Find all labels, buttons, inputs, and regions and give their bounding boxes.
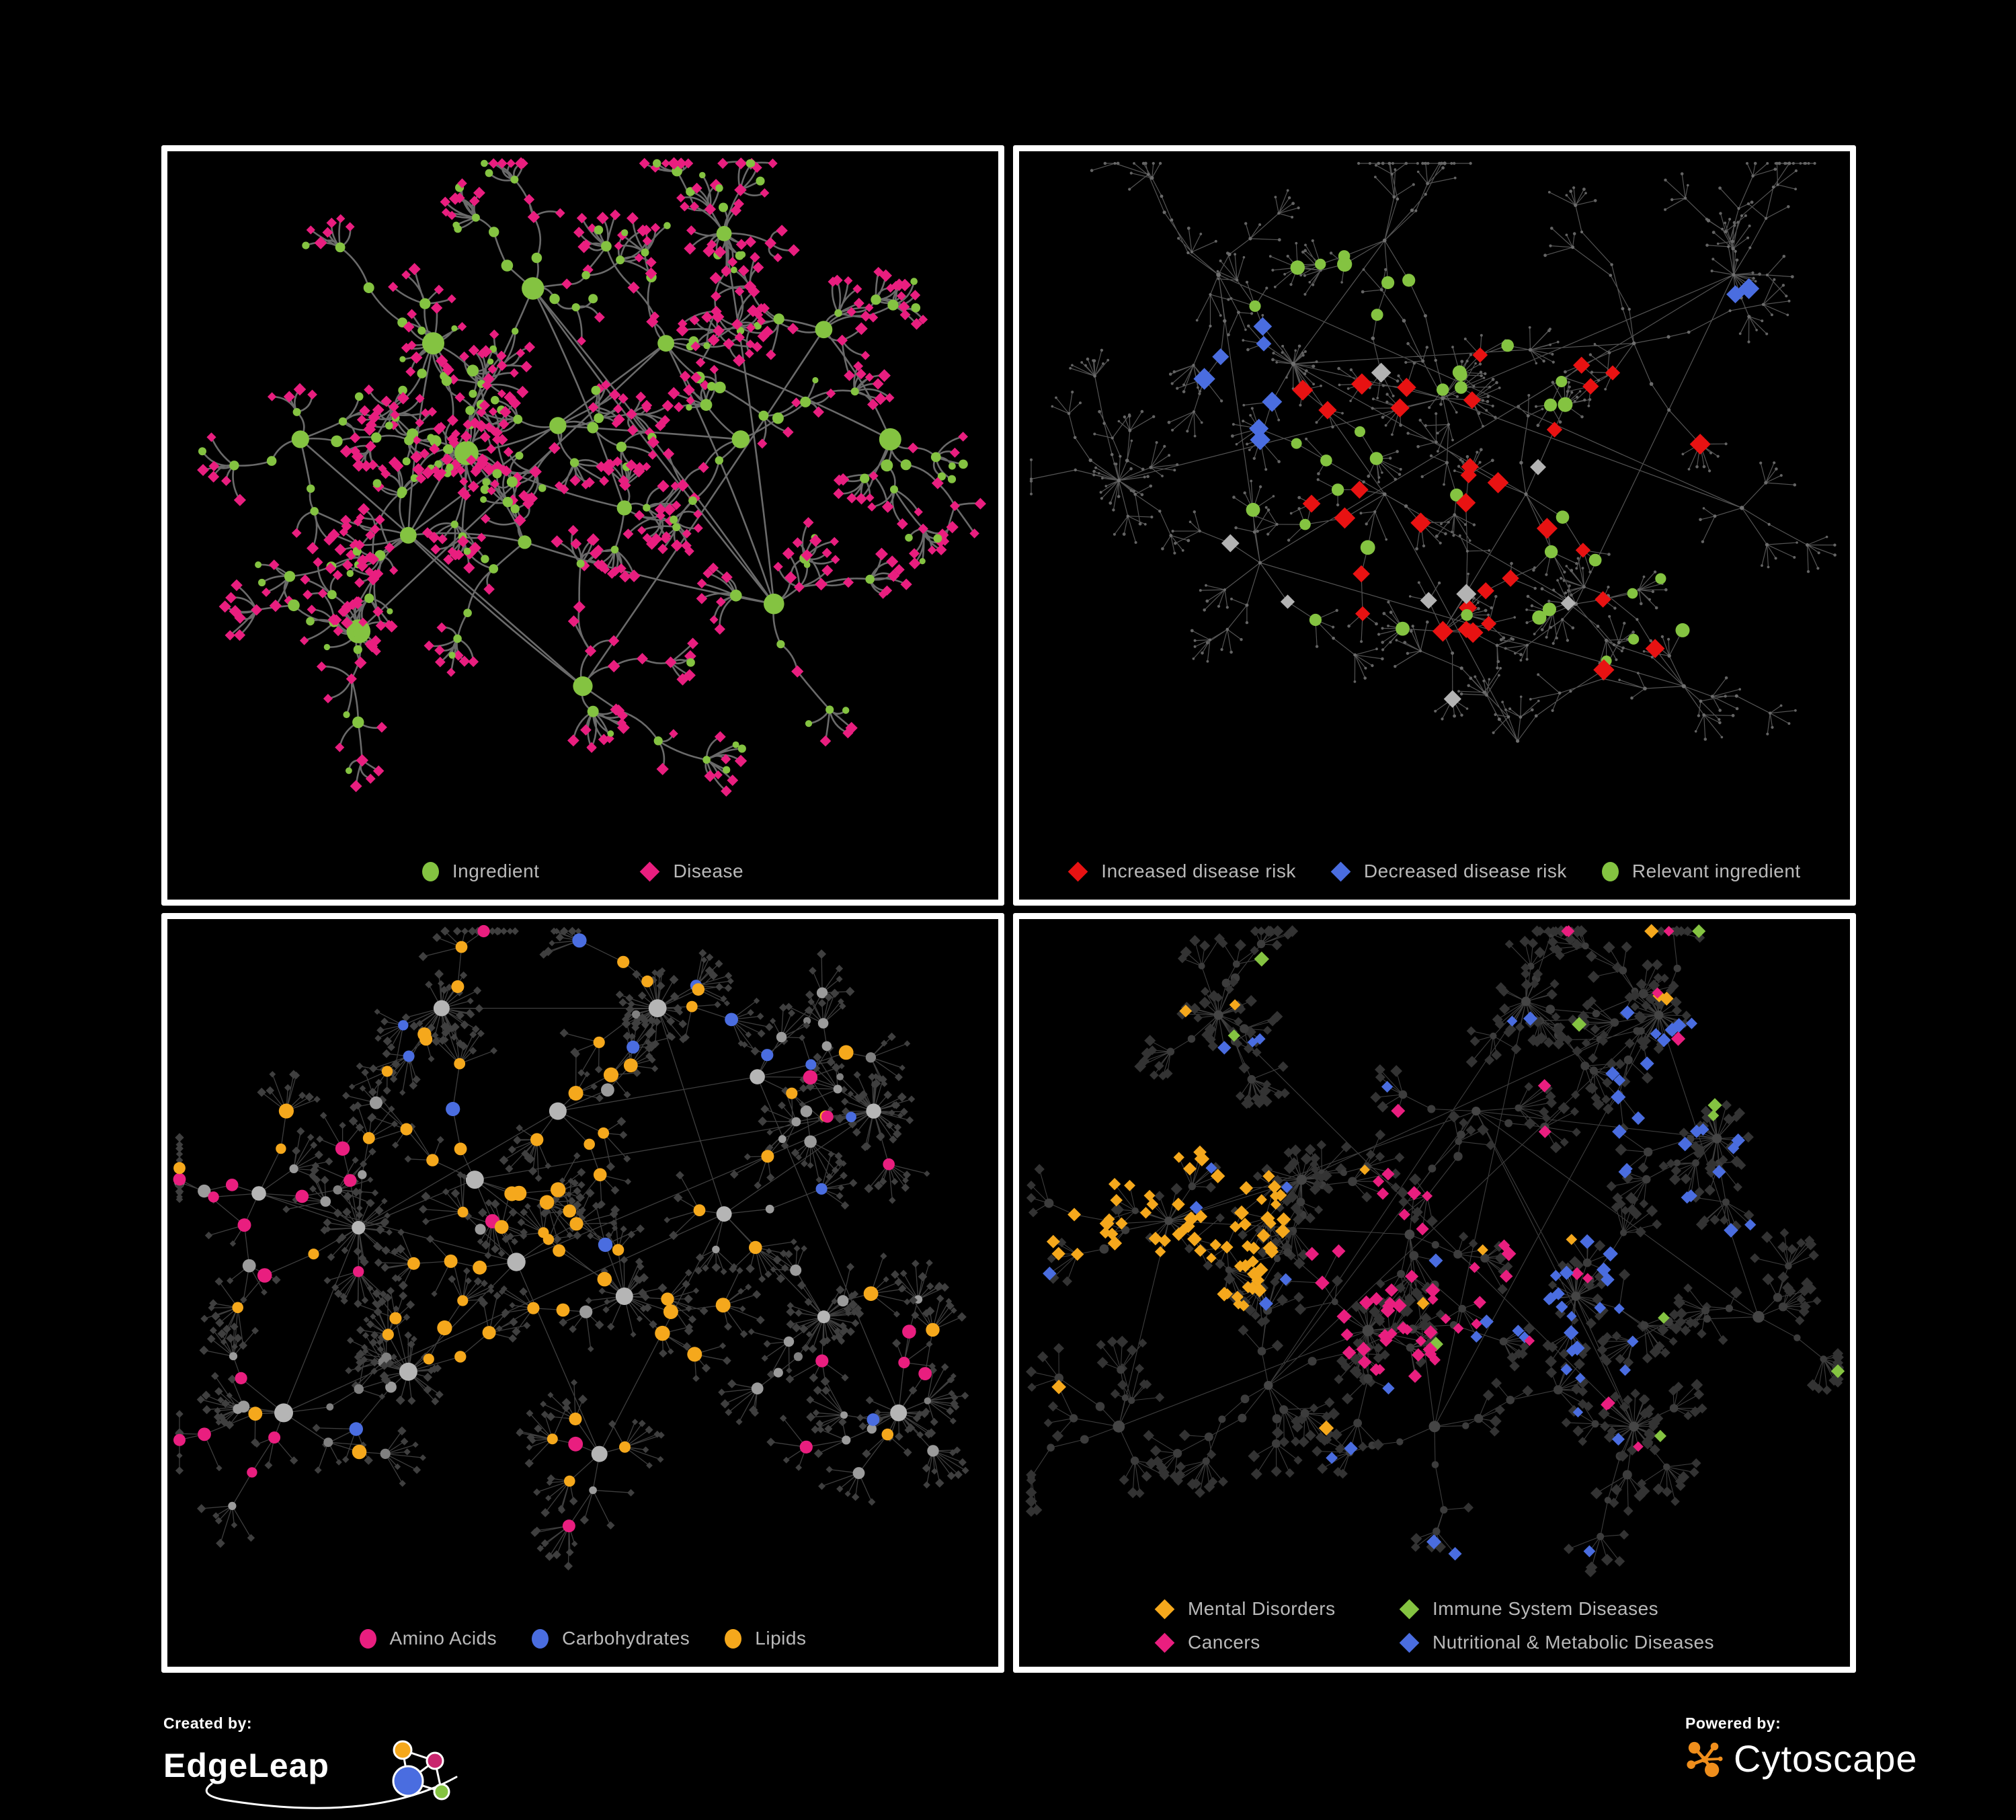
panel-disease-risk: Increased disease risk Decreased disease … — [1013, 145, 1856, 906]
edgeleap-logo: EdgeLeap — [163, 1735, 499, 1811]
edgeleap-network-icon — [205, 1740, 458, 1809]
network-nodes — [174, 926, 969, 1571]
legend-item-carbohydrates: Carbohydrates — [532, 1628, 690, 1649]
network-edges — [179, 931, 966, 1567]
legend-item-mental-disorders: Mental Disorders — [1154, 1598, 1392, 1620]
legend-label: Ingredient — [452, 861, 540, 881]
diamond-glyph-icon — [1154, 1632, 1175, 1653]
legend-item-relevant-ingredient: Relevant ingredient — [1601, 861, 1801, 882]
network-graph — [1025, 924, 1845, 1577]
cytoscape-logo-icon — [1687, 1741, 1723, 1777]
circle-glyph-icon — [1601, 861, 1619, 881]
legend-item-immune-system-diseases: Immune System Diseases — [1399, 1598, 1714, 1620]
diamond-glyph-icon — [640, 861, 660, 881]
legend-item-amino-acids: Amino Acids — [359, 1628, 497, 1649]
network-nodes — [197, 157, 986, 797]
legend-label: Lipids — [755, 1628, 807, 1649]
legend-label: Decreased disease risk — [1363, 861, 1567, 881]
legend-item-cancers: Cancers — [1154, 1632, 1392, 1653]
edgeleap-wordmark: EdgeLeap — [163, 1747, 329, 1784]
powered-by-label: Powered by: — [1685, 1714, 1781, 1732]
circle-glyph-icon — [359, 1628, 376, 1649]
legend-item-ingredient: Ingredient — [421, 861, 540, 882]
network-edges — [1031, 163, 1836, 742]
diamond-glyph-icon — [1399, 1632, 1420, 1653]
panel-grid: Ingredient Disease Increased disease risk… — [161, 145, 1856, 1673]
legend-label: Mental Disorders — [1187, 1598, 1336, 1619]
network-nodes — [1025, 925, 1844, 1577]
cytoscape-wordmark: Cytoscape — [1734, 1737, 1918, 1780]
network-graph — [197, 157, 986, 797]
network-highlight-nodes — [173, 924, 940, 1533]
network-graph — [173, 924, 969, 1571]
legend-label: Immune System Diseases — [1432, 1598, 1659, 1619]
legend-item-disease: Disease — [640, 861, 743, 882]
legend: Mental Disorders Immune System Diseases Ca… — [1019, 1598, 1850, 1653]
legend: Increased disease risk Decreased disease … — [1019, 861, 1850, 882]
legend-label: Disease — [673, 861, 744, 881]
legend: Amino Acids Carbohydrates Lipids — [167, 1628, 998, 1649]
legend: Ingredient Disease — [167, 861, 998, 882]
legend-item-decreased-disease-risk: Decreased disease risk — [1330, 861, 1567, 882]
circle-glyph-icon — [532, 1628, 549, 1649]
created-by-label: Created by: — [163, 1714, 253, 1732]
legend-item-increased-disease-risk: Increased disease risk — [1067, 861, 1296, 882]
panel-ingredient-disease: Ingredient Disease — [161, 145, 1004, 906]
circle-glyph-icon — [421, 861, 439, 881]
diamond-glyph-icon — [1330, 861, 1351, 881]
network-nodes — [1029, 161, 1837, 743]
network-graph — [1029, 161, 1837, 743]
legend-label: Nutritional & Metabolic Diseases — [1432, 1632, 1715, 1653]
network-edges — [1031, 931, 1839, 1572]
panel-nutrient-classes: Amino Acids Carbohydrates Lipids — [161, 913, 1004, 1673]
legend-item-lipids: Lipids — [725, 1628, 806, 1649]
diamond-glyph-icon — [1154, 1599, 1175, 1619]
network-highlight-nodes — [1193, 250, 1760, 708]
diamond-glyph-icon — [1399, 1599, 1420, 1619]
diamond-glyph-icon — [1067, 861, 1088, 881]
panel-disease-categories: Mental Disorders Immune System Diseases Ca… — [1013, 913, 1856, 1673]
legend-item-nutritional-metabolic-diseases: Nutritional & Metabolic Diseases — [1399, 1632, 1715, 1653]
circle-glyph-icon — [725, 1628, 742, 1649]
legend-label: Carbohydrates — [562, 1628, 690, 1649]
legend-label: Increased disease risk — [1101, 861, 1296, 881]
legend-label: Amino Acids — [389, 1628, 497, 1649]
legend-label: Relevant ingredient — [1631, 861, 1801, 881]
created-by-block: Created by: EdgeLeap — [163, 1714, 499, 1811]
powered-by-block: Powered by: Cytoscape — [1685, 1714, 1918, 1780]
legend-label: Cancers — [1187, 1632, 1260, 1653]
